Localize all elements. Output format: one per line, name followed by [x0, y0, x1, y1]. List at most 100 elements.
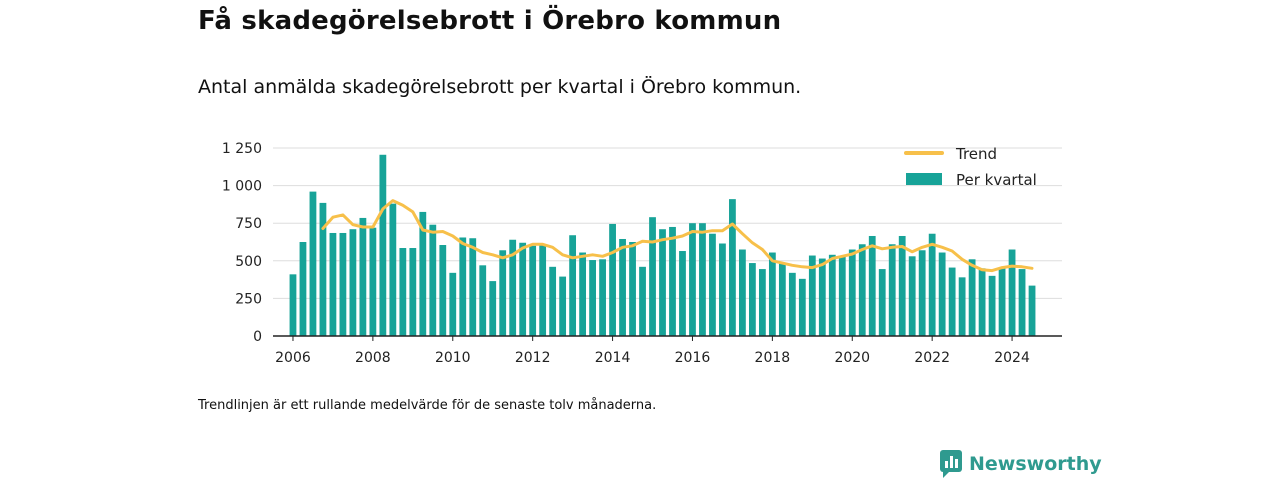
bar [569, 235, 577, 336]
bar [699, 223, 706, 336]
bar [1028, 285, 1036, 336]
bar [898, 235, 906, 336]
legend-trend-label: Trend [955, 145, 997, 163]
bar [479, 265, 487, 336]
bar [679, 251, 686, 336]
bar [958, 277, 966, 336]
bar [938, 252, 946, 336]
chart-footnote: Trendlinjen är ett rullande medelvärde f… [198, 398, 657, 413]
y-tick-label: 1 000 [222, 179, 262, 195]
bar [689, 223, 696, 336]
bar [329, 232, 337, 336]
bar [529, 245, 537, 336]
bar [309, 191, 317, 336]
bar [709, 233, 716, 336]
bar [379, 154, 387, 336]
x-tick-label: 2020 [834, 350, 870, 366]
x-tick-label: 2012 [515, 350, 551, 366]
y-tick-label: 1 250 [222, 141, 262, 157]
bar [439, 245, 447, 336]
x-tick-label: 2006 [275, 350, 311, 366]
legend-bar-swatch [906, 173, 942, 185]
bar [968, 259, 976, 336]
y-tick-label: 500 [235, 254, 262, 270]
bar [319, 202, 327, 336]
bar [788, 272, 796, 336]
bar [589, 260, 596, 336]
bar [349, 229, 357, 336]
legend-bar-label: Per kvartal [956, 171, 1037, 189]
x-tick-label: 2010 [435, 350, 471, 366]
y-tick-label: 0 [253, 329, 262, 345]
bar [429, 224, 437, 336]
bar [948, 267, 956, 336]
bar [449, 272, 457, 336]
bar [519, 242, 527, 336]
bar [299, 242, 307, 336]
bar [778, 263, 786, 336]
bar [988, 275, 996, 336]
chart-subtitle: Antal anmälda skadegörelsebrott per kvar… [198, 76, 802, 98]
bar [359, 217, 367, 336]
bar [559, 276, 567, 336]
x-tick-label: 2014 [595, 350, 631, 366]
bar [858, 244, 866, 336]
bar [609, 223, 616, 336]
bar [978, 268, 986, 336]
bar [389, 203, 397, 336]
bar [369, 227, 377, 336]
bar [469, 238, 477, 336]
bar [659, 229, 666, 336]
bar [808, 255, 816, 336]
newsworthy-logo-icon [940, 450, 962, 478]
bar [459, 237, 467, 336]
x-tick-label: 2008 [355, 350, 391, 366]
bar [739, 249, 746, 336]
bar [838, 255, 846, 336]
y-tick-label: 750 [235, 216, 262, 232]
bar [818, 258, 826, 336]
bar [409, 248, 417, 336]
bar [579, 252, 587, 336]
bar [539, 245, 547, 336]
bar [928, 233, 936, 336]
chart-title: Få skadegörelsebrott i Örebro kommun [198, 6, 782, 36]
brand-name: Newsworthy [969, 453, 1102, 475]
bar [669, 226, 676, 336]
y-tick-label: 250 [235, 291, 262, 307]
bar [729, 199, 736, 336]
bar [748, 263, 756, 336]
bar [918, 250, 926, 336]
bar [399, 248, 407, 336]
bar [639, 266, 646, 336]
x-tick-label: 2018 [755, 350, 791, 366]
bar [868, 235, 876, 336]
bar [1018, 269, 1026, 336]
bar [339, 232, 347, 336]
trend-line [321, 199, 1034, 273]
bar [489, 281, 497, 336]
bar [549, 266, 557, 336]
brand: Newsworthy [940, 450, 1102, 478]
x-tick-label: 2016 [675, 350, 711, 366]
bar [878, 269, 886, 336]
bar [619, 238, 626, 336]
bar [599, 259, 606, 336]
bar [509, 239, 517, 336]
bar [758, 269, 766, 336]
bar [998, 267, 1006, 336]
bar [888, 244, 896, 336]
bar [1008, 249, 1016, 336]
x-tick-label: 2022 [914, 350, 950, 366]
bar [499, 250, 507, 336]
bar [798, 278, 806, 336]
x-tick-label: 2024 [994, 350, 1030, 366]
bar [289, 274, 297, 336]
bar [848, 249, 856, 336]
bar [649, 217, 656, 336]
bar [629, 242, 636, 336]
bar [419, 211, 427, 336]
bar [908, 256, 916, 336]
bar [828, 254, 836, 336]
